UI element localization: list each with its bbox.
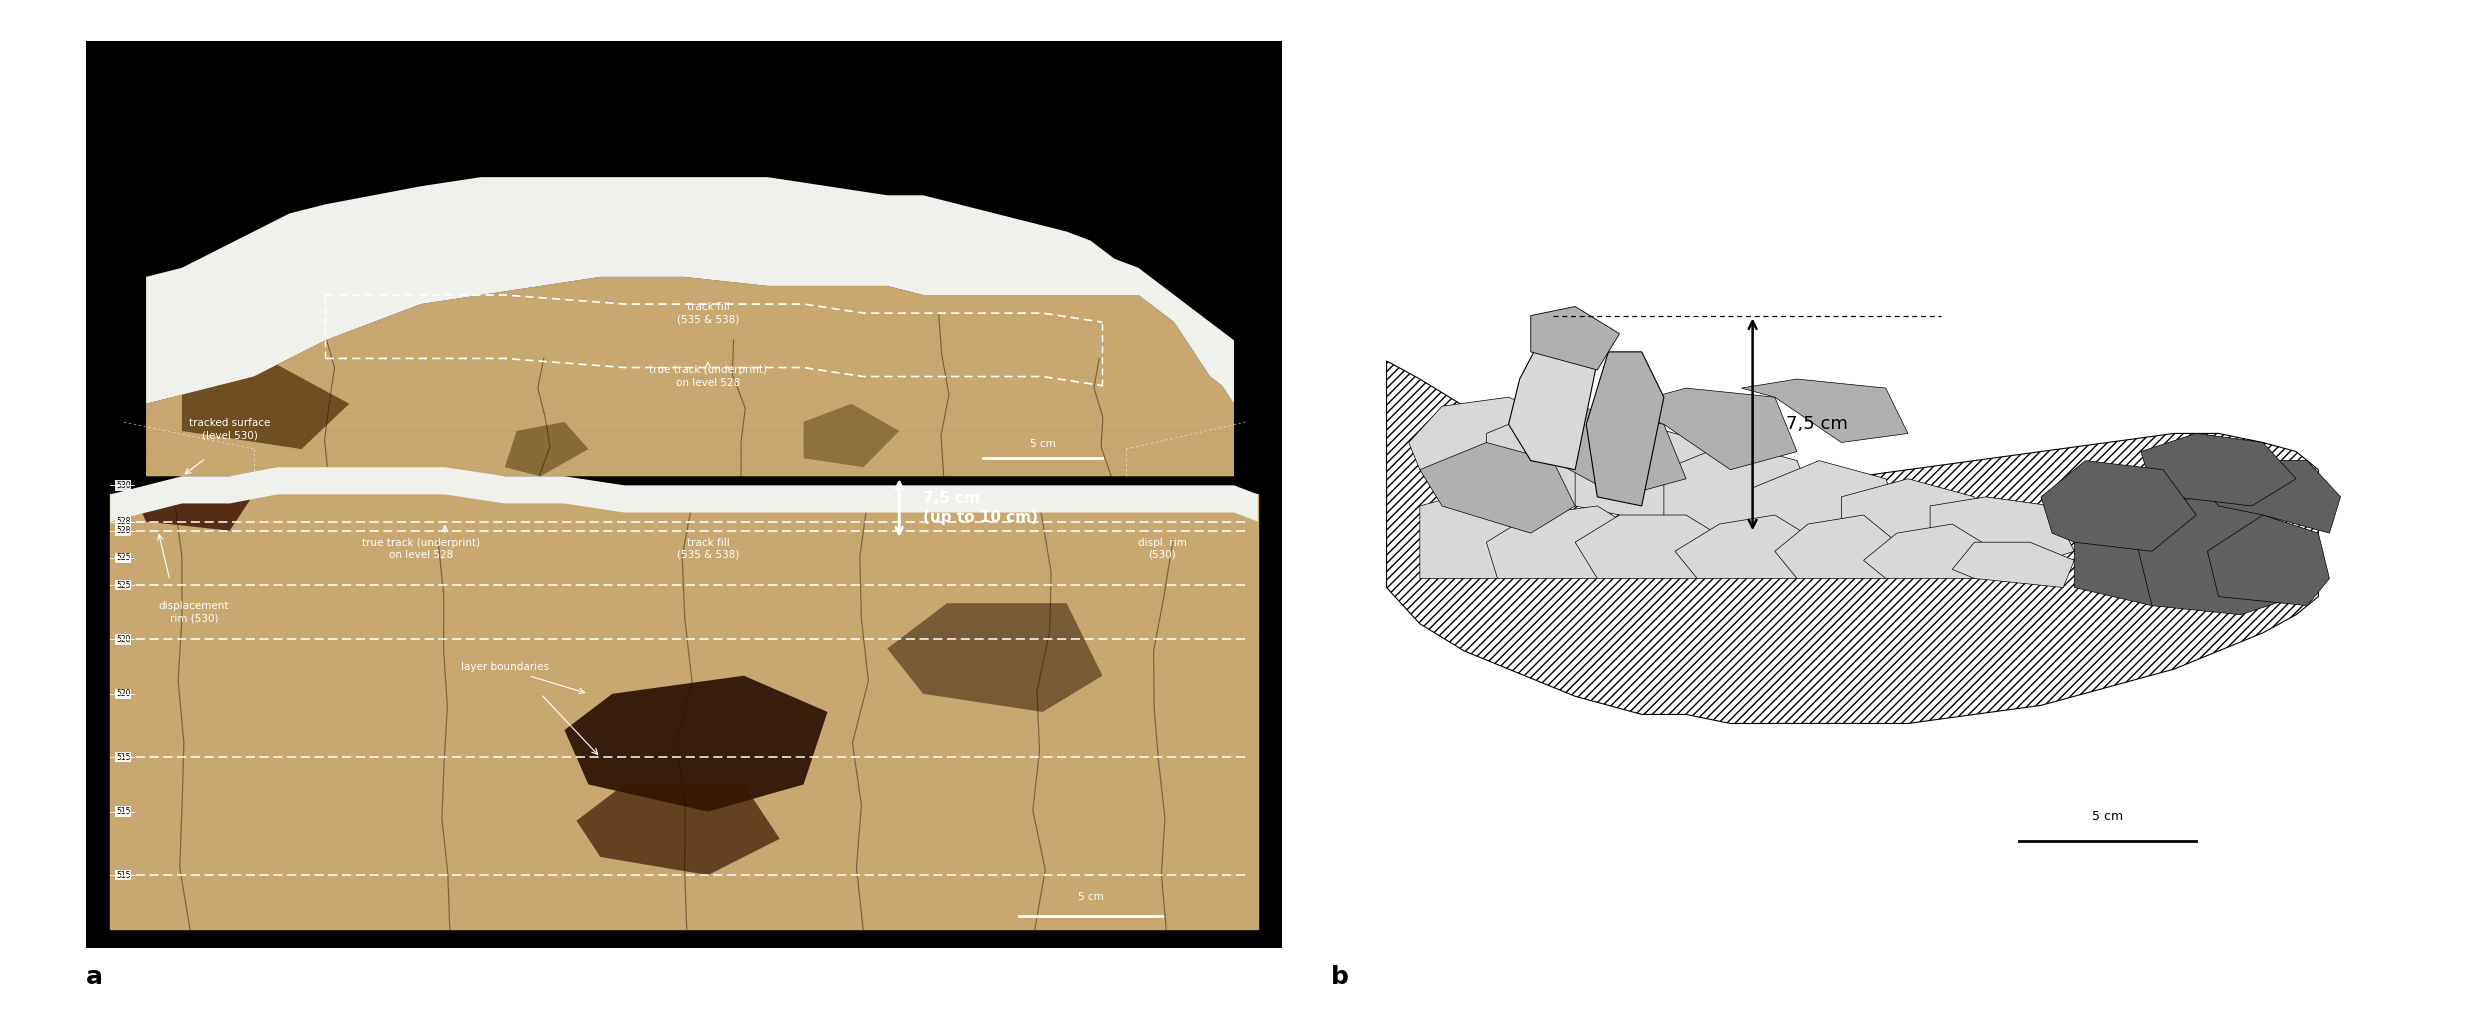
Text: 7,5 cm
(up to 10 cm): 7,5 cm (up to 10 cm)	[922, 490, 1038, 525]
Polygon shape	[1775, 515, 1908, 579]
Text: 5 cm: 5 cm	[1030, 439, 1055, 449]
Polygon shape	[1388, 360, 2317, 723]
Polygon shape	[1509, 406, 1686, 496]
Polygon shape	[145, 177, 1235, 404]
Polygon shape	[111, 468, 1257, 521]
Polygon shape	[1587, 352, 1664, 506]
Polygon shape	[505, 422, 589, 476]
Polygon shape	[577, 785, 779, 876]
Text: 525: 525	[116, 553, 131, 562]
Polygon shape	[1620, 388, 1797, 470]
Polygon shape	[182, 358, 350, 449]
Text: displacement
rim (530): displacement rim (530)	[158, 602, 229, 623]
Polygon shape	[1509, 315, 1597, 470]
Polygon shape	[1930, 496, 2076, 570]
Text: 528: 528	[116, 517, 131, 526]
Text: displ. rim
(530): displ. rim (530)	[1139, 538, 1186, 560]
Text: 515: 515	[116, 870, 131, 880]
Polygon shape	[2076, 496, 2263, 606]
Text: true track (underprint)
on level 528: true track (underprint) on level 528	[362, 538, 481, 560]
Polygon shape	[1531, 307, 1620, 370]
Text: 5 cm: 5 cm	[2093, 811, 2122, 823]
Polygon shape	[1575, 515, 1730, 579]
Text: 528: 528	[116, 526, 131, 536]
Text: tracked surface
(level 530): tracked surface (level 530)	[190, 417, 271, 440]
Text: 520: 520	[116, 634, 131, 644]
Polygon shape	[1952, 542, 2076, 587]
Polygon shape	[2206, 515, 2329, 606]
Polygon shape	[1740, 379, 1908, 443]
Polygon shape	[133, 485, 254, 530]
Polygon shape	[145, 277, 1235, 476]
Polygon shape	[1420, 443, 1575, 534]
Polygon shape	[1753, 460, 1908, 551]
Polygon shape	[195, 313, 301, 377]
Text: true track (underprint)
on level 528: true track (underprint) on level 528	[648, 366, 767, 387]
Text: 530: 530	[116, 481, 131, 490]
Polygon shape	[1664, 443, 1819, 542]
Text: 525: 525	[116, 581, 131, 589]
Polygon shape	[564, 676, 828, 812]
Polygon shape	[1410, 398, 1575, 488]
Polygon shape	[1486, 406, 1642, 506]
Text: 7,5 cm: 7,5 cm	[1785, 415, 1849, 434]
Polygon shape	[887, 604, 1102, 712]
Polygon shape	[1575, 424, 1730, 524]
Polygon shape	[2140, 434, 2297, 506]
Polygon shape	[1486, 506, 1642, 579]
Text: 515: 515	[116, 753, 131, 762]
Text: 520: 520	[116, 689, 131, 698]
Text: track fill
(535 & 538): track fill (535 & 538)	[678, 302, 739, 324]
Text: layer boundaries: layer boundaries	[461, 661, 550, 672]
Bar	[111, 494, 1257, 929]
Polygon shape	[804, 404, 900, 468]
Polygon shape	[1676, 515, 1819, 579]
Polygon shape	[2041, 460, 2196, 551]
Polygon shape	[1841, 479, 1997, 560]
Polygon shape	[1864, 524, 1997, 579]
Text: 5 cm: 5 cm	[1077, 892, 1104, 902]
Text: b: b	[1331, 965, 1348, 989]
Text: plaster jacket: plaster jacket	[1122, 127, 1198, 137]
Polygon shape	[1420, 488, 1531, 579]
Text: a: a	[86, 965, 104, 989]
Polygon shape	[2130, 496, 2307, 615]
Text: 515: 515	[116, 808, 131, 816]
Text: track fill
(535 & 538): track fill (535 & 538)	[678, 538, 739, 560]
Polygon shape	[2196, 460, 2342, 534]
